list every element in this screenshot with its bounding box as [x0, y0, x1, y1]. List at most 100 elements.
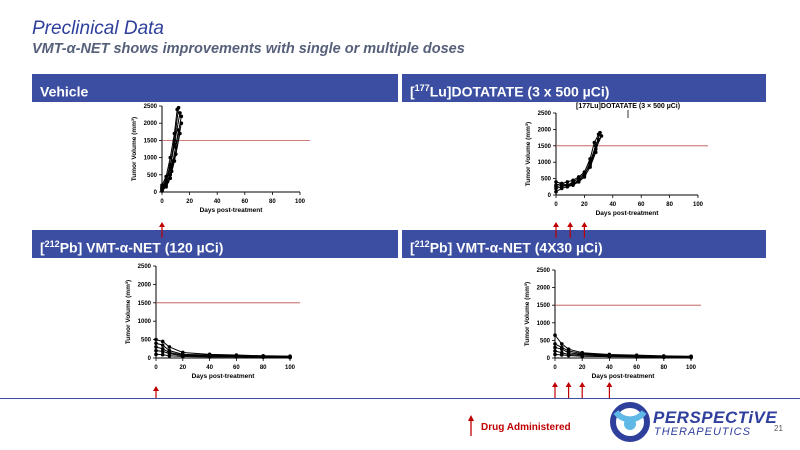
data-point — [592, 140, 597, 145]
data-point — [553, 352, 557, 357]
y-axis-label: Tumor Volume (mm³) — [131, 117, 138, 181]
x-tick-label: 0 — [154, 365, 158, 371]
data-point — [593, 150, 598, 155]
panel-header-isotope: 177 — [414, 83, 430, 93]
x-tick-label: 20 — [581, 202, 588, 208]
x-tick-label: 60 — [241, 199, 248, 205]
y-tick-label: 1500 — [138, 301, 152, 307]
data-point — [571, 182, 575, 187]
dose-arrow-head — [159, 222, 165, 227]
data-point — [178, 131, 182, 136]
y-tick-label: 1000 — [537, 321, 551, 327]
x-tick-label: 40 — [606, 365, 613, 371]
data-point — [178, 111, 182, 115]
data-point — [566, 353, 571, 358]
data-point — [154, 352, 158, 357]
x-tick-label: 100 — [693, 202, 704, 208]
data-point — [599, 134, 604, 138]
panel-header-rest: Vehicle — [40, 83, 89, 100]
y-tick-label: 2500 — [138, 264, 152, 270]
data-point — [154, 337, 158, 342]
data-point — [175, 107, 179, 112]
y-tick-label: 1500 — [144, 138, 158, 144]
data-point — [576, 179, 581, 184]
panel-header-rest: Pb] VMT-α-NET (4X30 µCi) — [429, 239, 603, 256]
data-point — [172, 142, 177, 146]
data-point — [634, 355, 639, 359]
y-tick-label: 2000 — [537, 286, 551, 292]
data-point — [288, 355, 292, 360]
y-tick-label: 1000 — [144, 156, 158, 162]
data-point — [234, 355, 239, 359]
data-point — [164, 185, 168, 189]
dose-arrow-head — [581, 222, 588, 227]
page-number: 21 — [774, 424, 783, 433]
data-point — [160, 183, 164, 187]
x-tick-label: 40 — [206, 365, 213, 371]
data-point — [181, 354, 185, 359]
y-tick-label: 2000 — [144, 121, 158, 127]
data-point — [560, 353, 564, 357]
data-point — [172, 131, 177, 136]
y-axis-label: Tumor Volume (mm³) — [125, 280, 132, 344]
y-tick-label: 500 — [541, 177, 552, 183]
x-axis-label: Days post-treatment — [192, 373, 256, 380]
data-point — [662, 355, 666, 360]
data-point — [607, 354, 612, 359]
data-point — [160, 343, 165, 347]
dose-arrow-head — [553, 222, 559, 227]
data-point — [154, 341, 158, 346]
x-tick-label: 20 — [186, 199, 193, 205]
x-tick-label: 20 — [579, 365, 586, 371]
data-point — [207, 355, 212, 359]
dose-arrow-head — [153, 386, 159, 391]
panel-header-vehicle: Vehicle — [32, 74, 398, 102]
y-tick-label: 0 — [547, 356, 551, 362]
x-tick-label: 0 — [160, 199, 164, 205]
y-tick-label: 500 — [141, 338, 152, 344]
data-point — [560, 342, 564, 346]
y-tick-label: 0 — [154, 190, 158, 196]
data-point — [168, 155, 173, 160]
data-point — [168, 176, 173, 181]
y-tick-label: 2000 — [538, 127, 552, 133]
x-tick-label: 0 — [553, 365, 557, 371]
y-tick-label: 1500 — [538, 144, 552, 150]
y-tick-label: 2000 — [138, 282, 152, 288]
x-tick-label: 100 — [686, 365, 697, 371]
data-point — [167, 353, 172, 358]
legend-arrow-icon — [468, 415, 474, 436]
logo-subtext: THERAPEUTICS — [654, 426, 751, 438]
slide-subtitle: VMT-α-NET shows improvements with single… — [32, 41, 465, 57]
data-point — [565, 184, 570, 188]
data-point — [554, 185, 558, 189]
x-tick-label: 40 — [609, 202, 616, 208]
data-point — [560, 347, 564, 351]
data-point — [582, 172, 587, 177]
data-point — [261, 355, 265, 360]
data-point — [588, 162, 592, 166]
panel-header-lu-dotatate: [177Lu]DOTATATE (3 x 500 µCi) — [402, 74, 766, 102]
data-point — [593, 144, 598, 148]
y-tick-label: 2500 — [144, 104, 158, 110]
panel-header-pb-4x30: [212Pb] VMT-α-NET (4X30 µCi) — [402, 230, 766, 258]
slide-title: Preclinical Data — [32, 18, 164, 39]
data-point — [559, 183, 564, 187]
data-point — [176, 128, 181, 132]
data-point — [689, 355, 693, 360]
y-axis-label: Tumor Volume (mm³) — [524, 282, 531, 346]
x-tick-label: 80 — [269, 199, 276, 205]
data-point — [559, 186, 564, 191]
x-tick-label: 100 — [285, 365, 296, 371]
data-point — [172, 159, 177, 163]
y-tick-label: 0 — [148, 356, 152, 362]
data-point — [164, 174, 168, 179]
panel-header-pre: [ — [410, 83, 415, 100]
data-point — [154, 345, 158, 349]
data-point — [167, 345, 172, 349]
x-tick-label: 60 — [233, 365, 240, 371]
